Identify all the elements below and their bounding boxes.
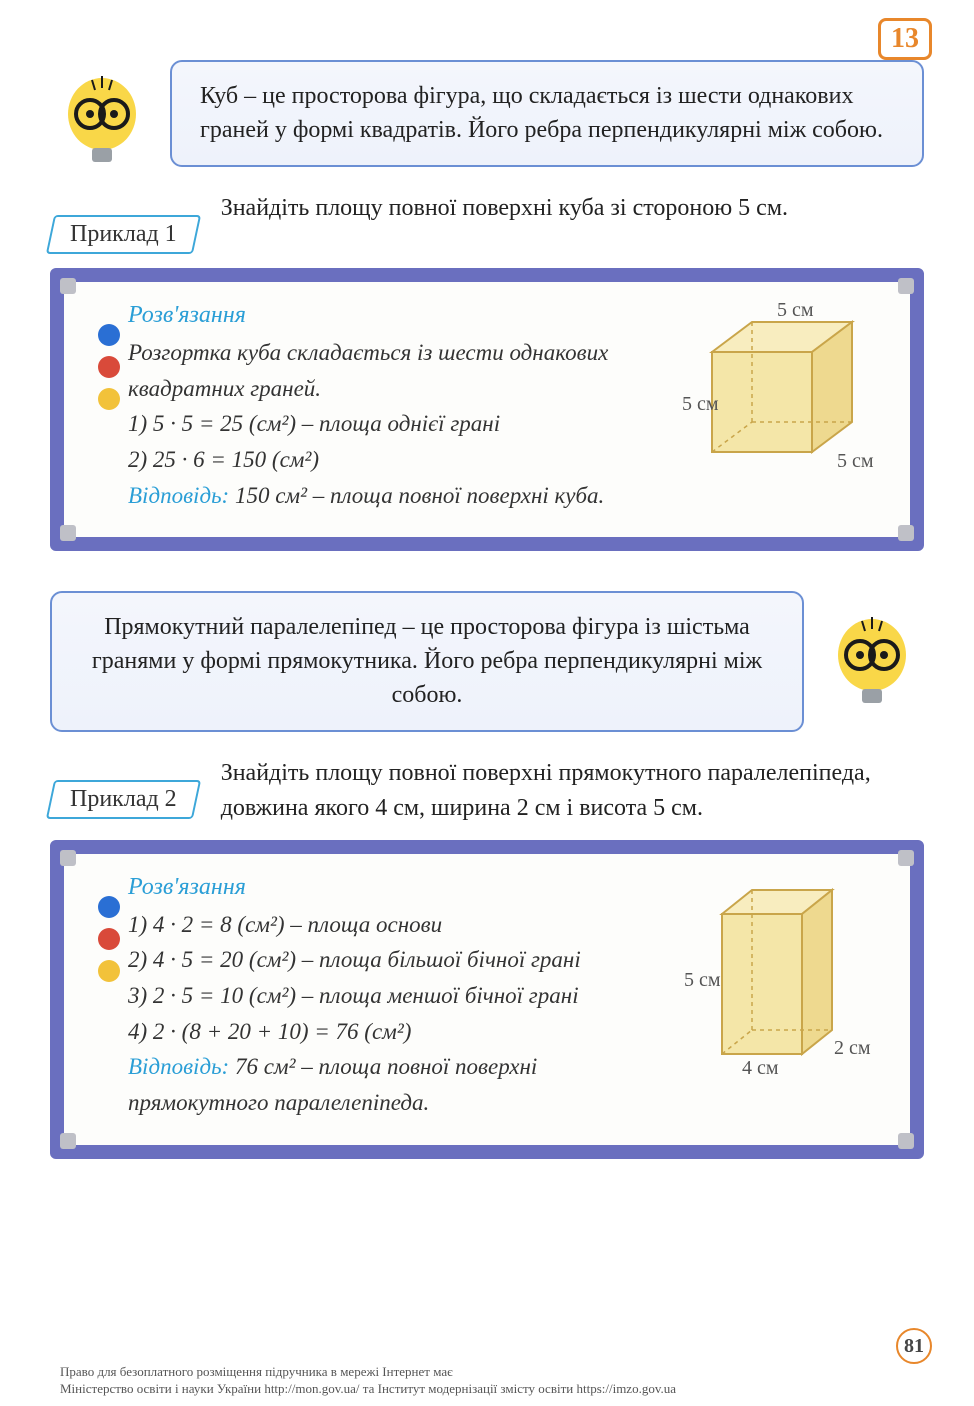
footer-line-1: Право для безоплатного розміщення підруч… [60,1364,914,1381]
solution-title-2: Розв'язання [128,874,662,901]
dot-red [98,928,120,950]
lightbulb-icon [827,613,917,713]
example-1-row: Приклад 1 Знайдіть площу повної поверхні… [50,191,924,254]
cube-dim-top: 5 см [777,302,814,321]
example-2-row: Приклад 2 Знайдіть площу повної поверхні… [50,756,924,826]
footer: Право для безоплатного розміщення підруч… [60,1364,914,1398]
solution-line-1-1: 1) 5 · 5 = 25 (см²) – площа однієї грані [128,406,662,442]
dot-red [98,356,120,378]
cuboid-dim-h: 5 см [684,969,721,991]
definition-cube-text: Куб – це просторова фігура, що складаєть… [200,83,883,143]
board-dots [98,324,120,410]
solution-line-2-3: 4) 2 · (8 + 20 + 10) = 76 (см²) [128,1014,662,1050]
cube-figure: 5 см 5 см 5 см [682,302,882,513]
page-number-top: 13 [878,18,932,60]
answer-label-2: Відповідь: [128,1054,229,1079]
board-dots [98,896,120,982]
cuboid-dim-w: 4 см [742,1057,779,1079]
example-1-prompt: Знайдіть площу повної поверхні куба зі с… [221,191,924,226]
example-1-label: Приклад 1 [46,215,201,254]
answer-text-1: 150 см² – площа повної поверхні куба. [235,483,604,508]
solution-line-2-2: 3) 2 · 5 = 10 (см²) – площа меншої бічно… [128,978,662,1014]
answer-1: Відповідь: 150 см² – площа повної поверх… [128,478,662,514]
cube-dim-bottom: 5 см [837,450,874,472]
dot-blue [98,324,120,346]
definition-cuboid: Прямокутний паралелепіпед – це просторов… [50,591,804,732]
definition-cuboid-text: Прямокутний паралелепіпед – це просторов… [92,614,762,707]
solution-line-1-0: Розгортка куба складається із шести одна… [128,335,662,406]
cube-dim-left: 5 см [682,393,719,415]
solution-board-2: Розв'язання 1) 4 · 2 = 8 (см²) – площа о… [50,840,924,1159]
solution-line-2-1: 2) 4 · 5 = 20 (см²) – площа більшої бічн… [128,942,662,978]
cuboid-dim-d: 2 см [834,1037,871,1059]
solution-line-2-0: 1) 4 · 2 = 8 (см²) – площа основи [128,907,662,943]
dot-yellow [98,960,120,982]
solution-board-1: Розв'язання Розгортка куба складається і… [50,268,924,551]
cuboid-figure: 5 см 4 см 2 см [682,874,882,1121]
answer-2: Відповідь: 76 см² – площа повної поверхн… [128,1049,662,1120]
footer-line-2: Міністерство освіти і науки України http… [60,1381,914,1398]
example-2-label: Приклад 2 [46,780,201,819]
answer-label-1: Відповідь: [128,483,229,508]
solution-line-1-2: 2) 25 · 6 = 150 (см²) [128,442,662,478]
solution-title-1: Розв'язання [128,302,662,329]
dot-blue [98,896,120,918]
page-number-bottom: 81 [896,1328,932,1364]
example-2-prompt: Знайдіть площу повної поверхні прямокутн… [221,756,924,826]
lightbulb-icon [57,72,147,172]
definition-cube: Куб – це просторова фігура, що складаєть… [170,60,924,167]
dot-yellow [98,388,120,410]
